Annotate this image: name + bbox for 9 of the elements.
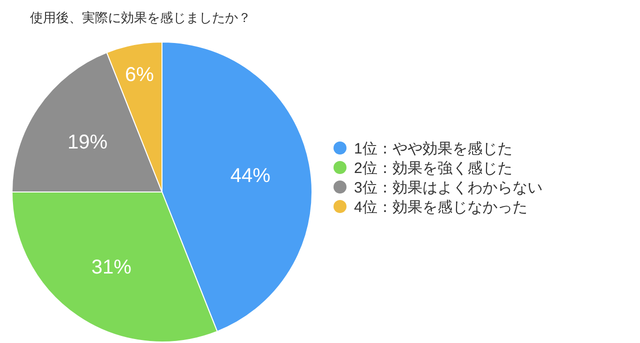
chart-title: 使用後、実際に効果を感じましたか？ [30, 10, 251, 25]
legend-label: 4位：効果を感じなかった [354, 199, 528, 216]
legend-label: 1位：やや効果を感じた [354, 140, 512, 158]
data-label: 19% [68, 131, 108, 154]
data-label: 44% [230, 165, 271, 188]
data-label: 31% [91, 256, 132, 278]
legend-label: 3位：効果はよくわからない [354, 180, 542, 196]
legend-label: 2位：効果を強く感じた [354, 160, 512, 177]
data-label: 6% [125, 64, 154, 86]
